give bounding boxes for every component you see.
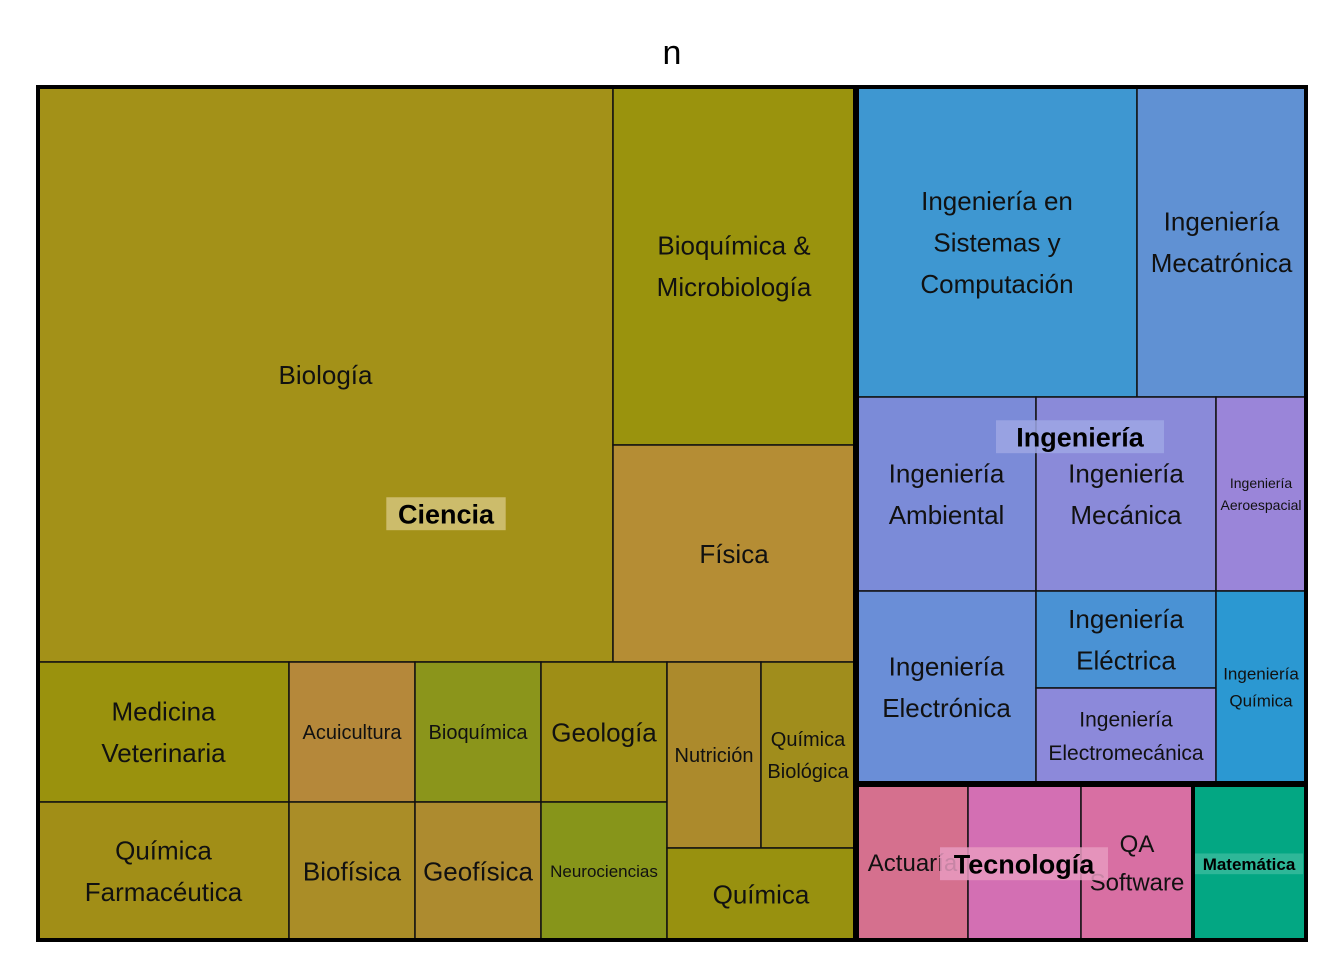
tile-quimica-farmaceutica: [37, 801, 290, 941]
group-label-bg-ciencia: [386, 497, 506, 531]
tile-medicina-veterinaria: [37, 661, 290, 803]
tile-fisica: [612, 444, 856, 663]
group-label-bg-matematica: [1195, 853, 1303, 875]
tile-bioquimica: [414, 661, 542, 803]
tile-label-ingenieria-quimica: Ingeniería Química: [1223, 665, 1299, 711]
tile-nutricion: [666, 661, 762, 849]
tile-biofisica: [288, 801, 416, 941]
tile-label-medicina-veterinaria: Medicina Veterinaria: [101, 697, 226, 769]
tile-ingenieria-electronica: [856, 590, 1037, 784]
tile-ingenieria-quimica: [1215, 590, 1307, 784]
tile-ingenieria-mecatronica: [1136, 86, 1307, 398]
tile-geologia: [540, 661, 668, 803]
tile-label-bioquimica-and-microbiologia: Bioquímica & Microbiología: [657, 231, 812, 303]
tile-label-fisica: Física: [699, 539, 769, 569]
group-label-ingenieria: Ingeniería: [1016, 423, 1145, 453]
tile-label-biologia: Biología: [279, 360, 373, 390]
group-label-tecnologia: Tecnología: [954, 850, 1095, 880]
tile-bioquimica-and-microbiologia: [612, 86, 856, 446]
tile-quimica: [666, 847, 856, 941]
tile-ingenieria-aeroespacial: [1215, 396, 1307, 592]
tile-label-geofisica: Geofísica: [423, 856, 533, 886]
tile-label-quimica-farmaceutica: Química Farmacéutica: [85, 836, 243, 908]
tile-label-quimica: Química: [713, 879, 810, 909]
tile-label-bioquimica: Bioquímica: [429, 722, 529, 744]
tile-label-ingenieria-electronica: Ingeniería Electrónica: [882, 652, 1011, 724]
group-label-ciencia: Ciencia: [398, 500, 495, 530]
tile-label-qa-software: QA Software: [1090, 831, 1185, 896]
tile-ingenieria-electromecanica: [1035, 687, 1217, 784]
tile-label-ingenieria-ambiental: Ingeniería Ambiental: [889, 459, 1005, 531]
tile-label-ingenieria-electromecanica: Ingeniería Electromecánica: [1048, 708, 1204, 765]
tile-label-biofisica: Biofísica: [303, 856, 402, 886]
tile-label-quimica-biologica: Química Biológica: [767, 729, 849, 783]
group-label-bg-tecnologia: [940, 847, 1108, 881]
tile-ingenieria-electrica: [1035, 590, 1217, 689]
tile-label-nutricion: Nutrición: [675, 745, 754, 767]
tile-label-ingenieria-mecanica: Ingeniería Mecánica: [1068, 459, 1184, 531]
tile-quimica-biologica: [760, 661, 856, 849]
tile-label-geologia: Geología: [551, 717, 657, 747]
tile-acuicultura: [288, 661, 416, 803]
tile-label-acuicultura: Acuicultura: [303, 722, 403, 744]
group-border-matematica: [1191, 783, 1308, 942]
tile-label-ingenieria-electrica: Ingeniería Eléctrica: [1068, 604, 1184, 676]
tile-label-ingenieria-mecatronica: Ingeniería Mecatrónica: [1151, 207, 1293, 279]
tile-neurociencias: [540, 801, 668, 941]
group-label-matematica: Matemática: [1203, 855, 1296, 874]
tile-label-ingenieria-aeroespacial: Ingeniería Aeroespacial: [1221, 475, 1302, 513]
group-label-bg-ingenieria: [996, 420, 1164, 454]
chart-title: n: [662, 34, 682, 72]
tile-label-ingenieria-en-sistemas-y-computacion: Ingeniería en Sistemas y Computación: [920, 186, 1073, 299]
tile-label-neurociencias: Neurociencias: [550, 862, 658, 881]
